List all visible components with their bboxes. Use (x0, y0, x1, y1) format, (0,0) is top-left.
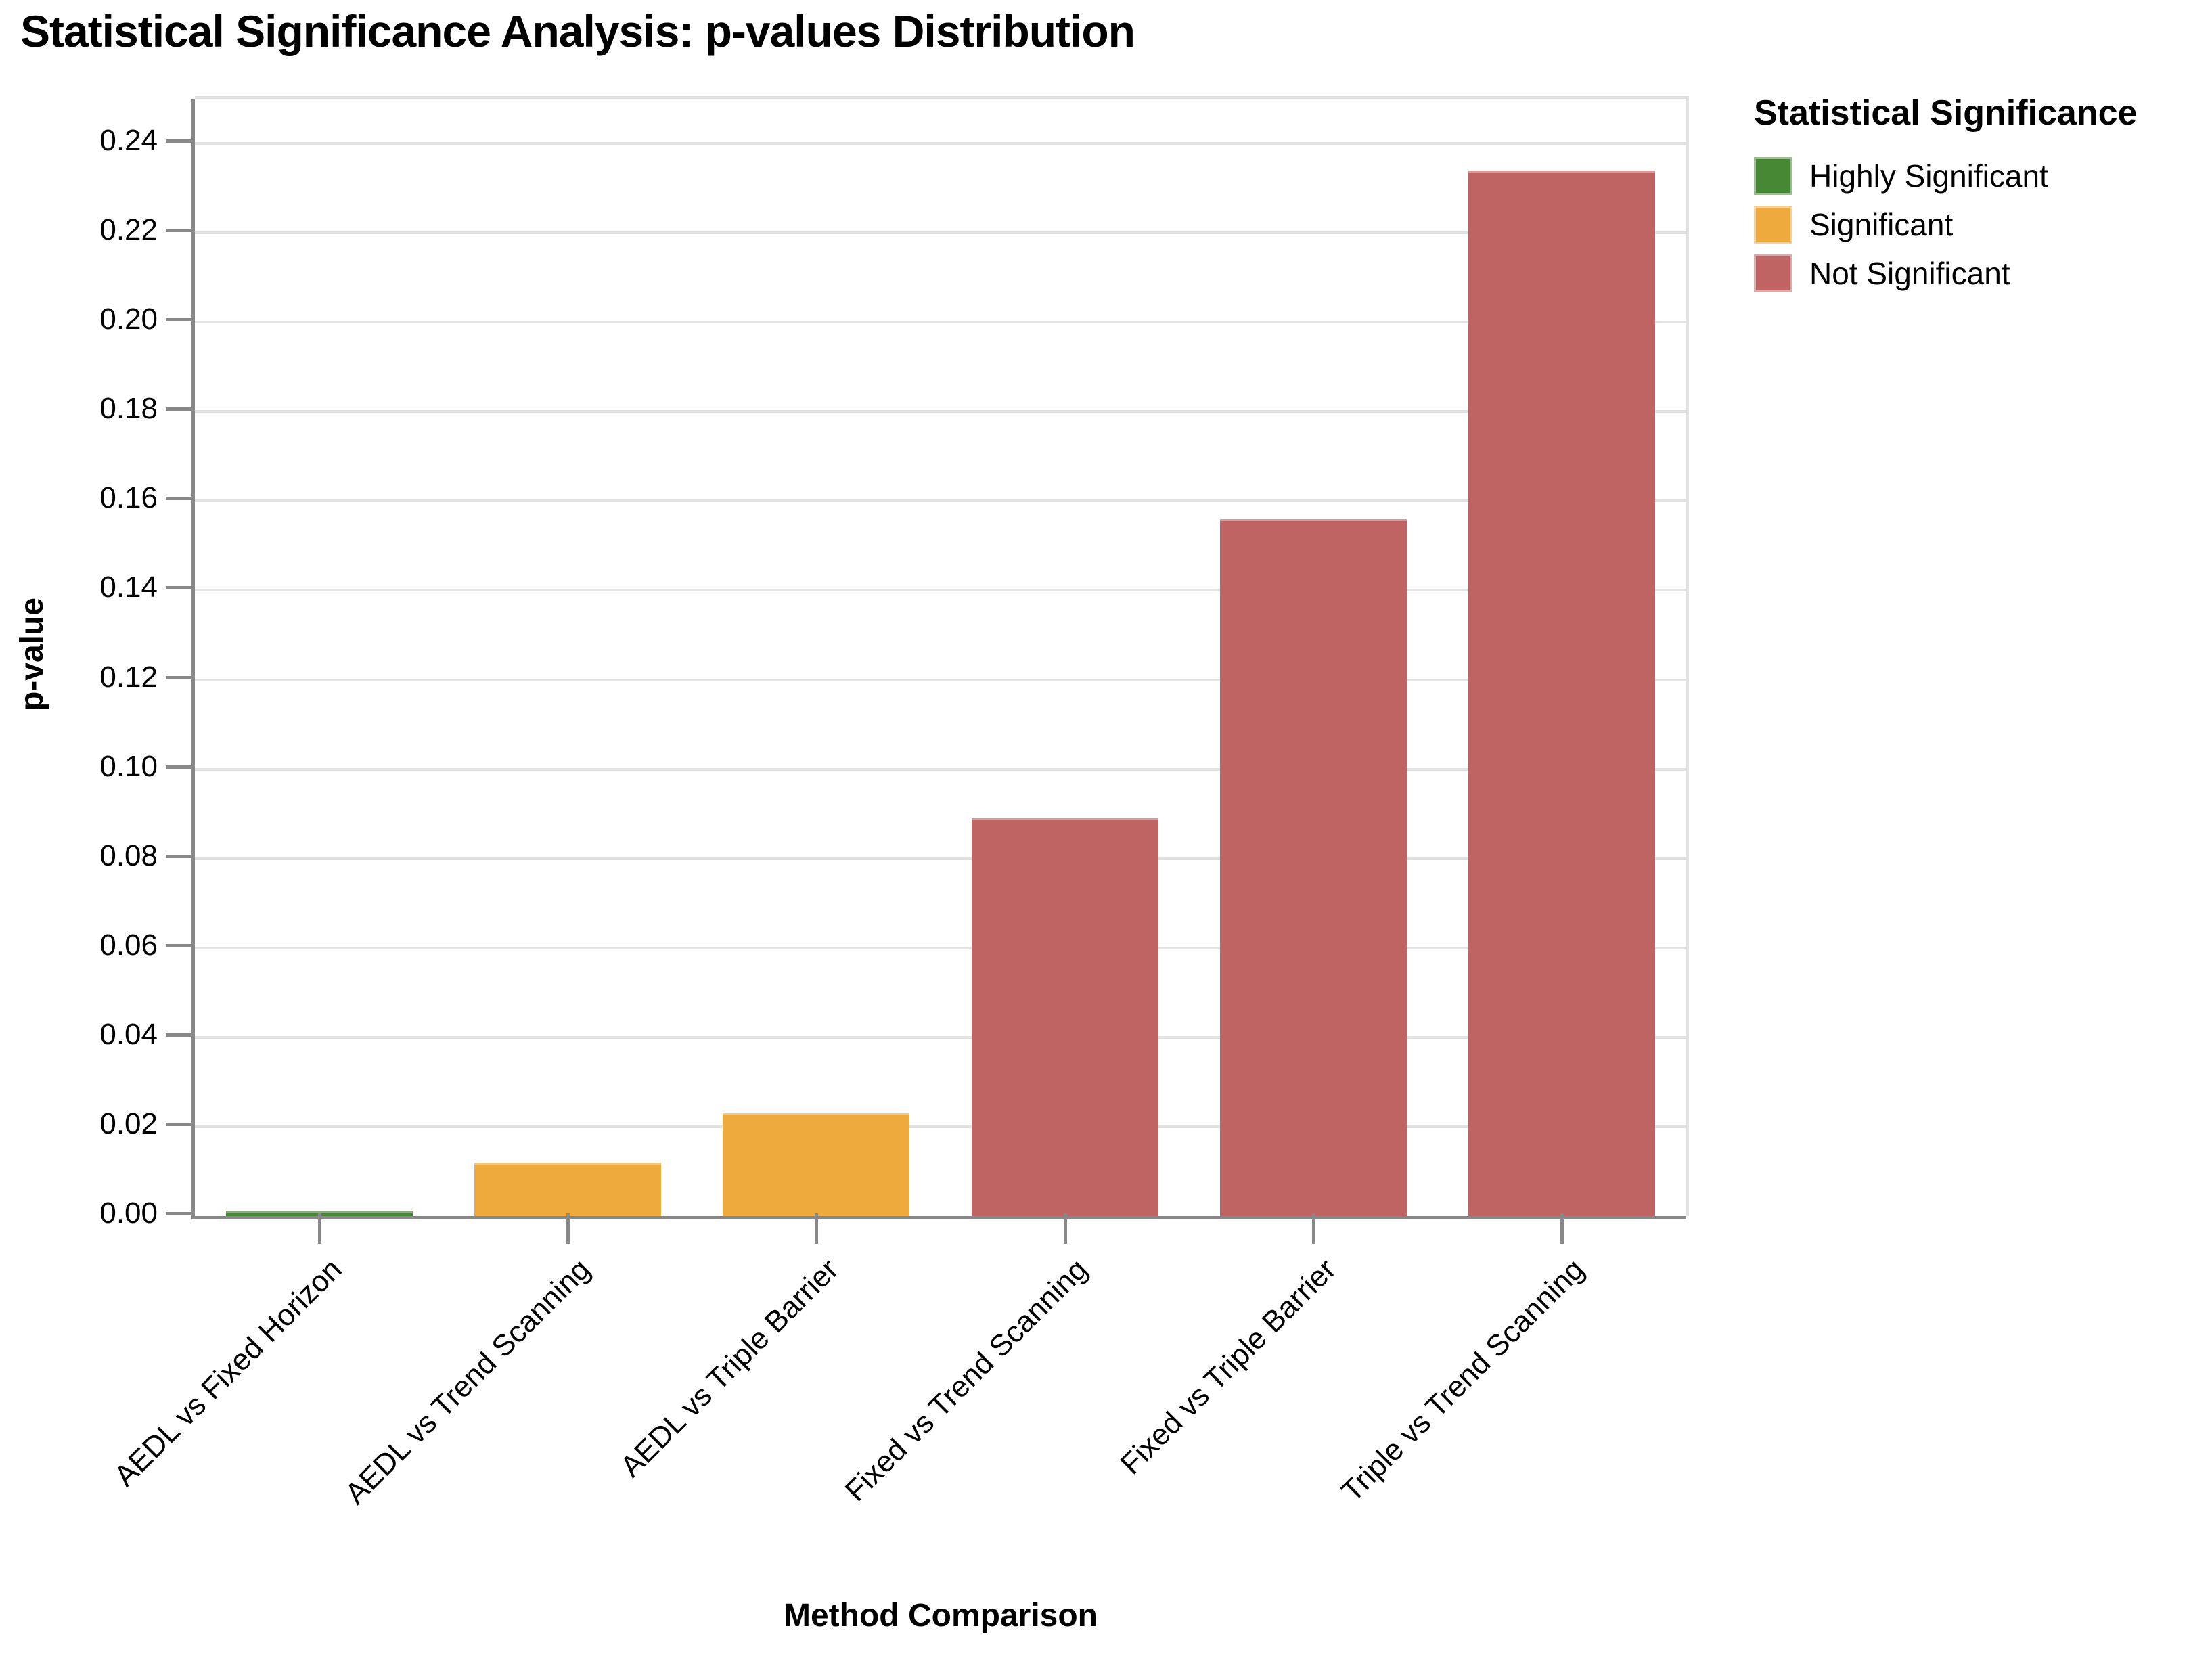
plot-area (191, 96, 1689, 1219)
legend-label-3: Not Significant (1809, 256, 2010, 291)
legend-item-3: Not Significant (1754, 254, 2200, 292)
y-axis-line (191, 99, 195, 1216)
gridline-0.18 (195, 410, 1686, 413)
x-axis-title: Method Comparison (784, 1598, 1098, 1634)
y-tick-0.14 (166, 586, 191, 590)
legend-item-2: Significant (1754, 206, 2200, 244)
gridline-0.06 (195, 946, 1686, 949)
x-tick-label-4: Fixed vs Trend Scanning (838, 1253, 1094, 1508)
bar-4 (971, 818, 1158, 1216)
gridline-0.02 (195, 1125, 1686, 1128)
y-tick-label-0.22: 0.22 (99, 213, 158, 247)
y-tick-label-0.18: 0.18 (99, 392, 158, 426)
y-tick-0.24 (166, 139, 191, 143)
legend-title: Statistical Significance (1754, 93, 2138, 133)
y-tick-0.18 (166, 407, 191, 411)
x-tick-1 (317, 1213, 321, 1244)
gridline-0.12 (195, 678, 1686, 681)
y-tick-label-0.12: 0.12 (99, 660, 158, 694)
y-tick-label-0.08: 0.08 (99, 838, 158, 872)
y-tick-0.20 (166, 318, 191, 322)
bar-3 (723, 1113, 910, 1216)
x-tick-6 (1560, 1213, 1564, 1244)
x-axis-line (191, 1216, 1686, 1219)
y-tick-0.00 (166, 1212, 191, 1215)
y-tick-0.16 (166, 497, 191, 501)
legend-label-2: Significant (1809, 207, 1954, 242)
gridline-0.24 (195, 142, 1686, 145)
x-tick-label-1: AEDL vs Fixed Horizon (108, 1253, 348, 1494)
chart-title: Statistical Significance Analysis: p-val… (20, 6, 1135, 56)
gridline-0.14 (195, 589, 1686, 592)
x-tick-label-5: Fixed vs Triple Barrier (1114, 1253, 1342, 1481)
legend-item-1: Highly Significant (1754, 157, 2200, 195)
gridline-0.08 (195, 857, 1686, 860)
x-tick-4 (1063, 1213, 1067, 1244)
x-tick-label-6: Triple vs Trend Scanning (1335, 1253, 1591, 1508)
y-tick-label-0.16: 0.16 (99, 481, 158, 515)
y-tick-label-0.24: 0.24 (99, 124, 158, 158)
legend-swatch-3 (1754, 254, 1792, 292)
y-tick-label-0.06: 0.06 (99, 928, 158, 962)
x-tick-5 (1312, 1213, 1315, 1244)
y-tick-label-0.20: 0.20 (99, 302, 158, 336)
gridline-0.16 (195, 499, 1686, 503)
gridline-0.22 (195, 231, 1686, 235)
y-tick-label-0.02: 0.02 (99, 1106, 158, 1140)
y-tick-label-0.00: 0.00 (99, 1196, 158, 1230)
gridline-0.10 (195, 767, 1686, 771)
y-tick-0.22 (166, 229, 191, 233)
legend-swatch-2 (1754, 206, 1792, 244)
x-tick-3 (815, 1213, 819, 1244)
legend: Statistical Significance Highly Signific… (1754, 95, 2200, 303)
y-tick-0.04 (166, 1033, 191, 1037)
legend-label-1: Highly Significant (1809, 158, 2048, 194)
y-tick-0.12 (166, 675, 191, 679)
bar-5 (1220, 518, 1407, 1216)
y-tick-0.06 (166, 943, 191, 947)
y-tick-label-0.14: 0.14 (99, 570, 158, 604)
gridline-0.20 (195, 321, 1686, 324)
y-tick-label-0.04: 0.04 (99, 1017, 158, 1051)
gridline-0.04 (195, 1035, 1686, 1039)
x-tick-2 (566, 1213, 570, 1244)
y-tick-0.10 (166, 765, 191, 769)
x-tick-label-2: AEDL vs Trend Scanning (338, 1253, 597, 1511)
bar-6 (1468, 170, 1656, 1216)
y-tick-0.08 (166, 854, 191, 858)
y-tick-0.02 (166, 1122, 191, 1126)
bar-2 (474, 1162, 661, 1216)
x-tick-label-3: AEDL vs Triple Barrier (614, 1253, 845, 1484)
legend-swatch-1 (1754, 157, 1792, 195)
y-tick-label-0.10: 0.10 (99, 749, 158, 783)
